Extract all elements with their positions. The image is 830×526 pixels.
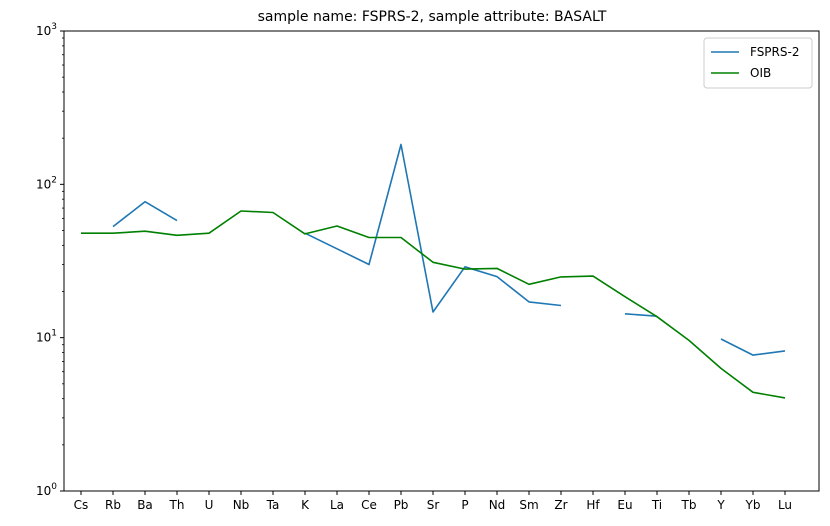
y-axis: 100 101 102 103 bbox=[36, 22, 64, 498]
y-tick-label: 100 bbox=[36, 482, 57, 498]
series-line bbox=[720, 338, 786, 356]
x-tick-label: Nb bbox=[233, 498, 250, 512]
x-tick-label: Ce bbox=[361, 498, 377, 512]
x-tick-label: Th bbox=[169, 498, 185, 512]
series-line bbox=[112, 200, 178, 228]
x-tick-label: Ti bbox=[651, 498, 662, 512]
legend-label: FSPRS-2 bbox=[750, 45, 799, 59]
x-tick-label: Sr bbox=[427, 498, 440, 512]
y-tick-label: 102 bbox=[36, 175, 57, 191]
x-tick-label: Tb bbox=[681, 498, 697, 512]
plot-frame bbox=[63, 30, 820, 492]
series-line bbox=[624, 313, 658, 317]
x-tick-label: Yb bbox=[745, 498, 761, 512]
x-tick-label: Y bbox=[716, 498, 725, 512]
x-axis: Cs Rb Ba Th U Nb Ta K La Ce Pb Sr P Nd Sm Zr Hf Eu Ti Tb Y Yb… bbox=[74, 491, 792, 512]
legend: FSPRS-2 OIB bbox=[703, 37, 813, 89]
x-tick-label: Ba bbox=[137, 498, 153, 512]
x-tick-label: Ta bbox=[266, 498, 280, 512]
chart-title: sample name: FSPRS-2, sample attribute: … bbox=[258, 9, 607, 25]
x-tick-label: U bbox=[205, 498, 214, 512]
series-layer bbox=[81, 143, 786, 399]
y-tick-label: 103 bbox=[36, 22, 57, 38]
legend-label: OIB bbox=[750, 66, 771, 80]
x-tick-label: P bbox=[461, 498, 468, 512]
x-tick-label: La bbox=[330, 498, 344, 512]
x-tick-label: Zr bbox=[554, 498, 567, 512]
series-fsprs-2 bbox=[112, 143, 786, 356]
x-tick-label: Nd bbox=[489, 498, 506, 512]
x-tick-label: Rb bbox=[105, 498, 121, 512]
x-tick-label: Cs bbox=[74, 498, 89, 512]
series-line bbox=[304, 143, 562, 313]
legend-box bbox=[703, 37, 813, 89]
y-tick-label: 101 bbox=[36, 329, 57, 345]
x-tick-label: Sm bbox=[519, 498, 538, 512]
series-oib bbox=[81, 210, 786, 399]
series-line bbox=[81, 210, 786, 399]
x-tick-label: Lu bbox=[778, 498, 792, 512]
x-tick-label: Eu bbox=[617, 498, 632, 512]
x-tick-label: K bbox=[301, 498, 310, 512]
x-tick-label: Pb bbox=[394, 498, 409, 512]
x-tick-label: Hf bbox=[586, 498, 600, 512]
